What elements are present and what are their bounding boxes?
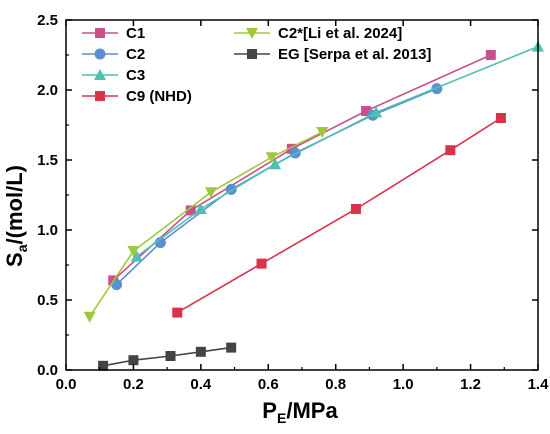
y-tick-label: 2.5 <box>37 12 58 29</box>
data-point <box>98 360 109 371</box>
y-tick-label: 0.0 <box>37 362 58 379</box>
legend-label: C3 <box>126 67 145 84</box>
data-point <box>495 113 506 123</box>
legend-entry: C9 (NHD) <box>82 88 192 105</box>
legend-marker <box>94 48 106 60</box>
legend-label: C2 <box>126 46 145 63</box>
data-point <box>154 237 166 249</box>
data-point <box>83 311 96 323</box>
series-5 <box>98 342 237 371</box>
data-point <box>195 346 206 357</box>
series-line <box>88 131 323 318</box>
x-tick-label: 1.0 <box>393 376 414 393</box>
data-point <box>172 307 183 318</box>
data-point <box>185 205 196 216</box>
series-3 <box>172 113 506 318</box>
data-point <box>361 106 372 116</box>
legend-marker <box>247 49 257 59</box>
data-point <box>445 145 456 156</box>
x-tick-label: 0.6 <box>258 376 279 393</box>
legend-marker <box>246 28 258 39</box>
legend-marker <box>95 91 105 101</box>
plot-area <box>83 40 544 371</box>
x-axis-title-sub: E <box>277 410 286 426</box>
x-tick-label: 1.4 <box>528 376 550 393</box>
x-tick-label: 0.4 <box>190 376 212 393</box>
y-tick-label: 1.5 <box>37 152 58 169</box>
y-axis-title-rest: /(mol/L) <box>2 165 27 244</box>
legend-label: C9 (NHD) <box>126 88 192 105</box>
legend-entry: C2*[Li et al. 2024] <box>234 25 402 42</box>
data-point <box>485 50 496 60</box>
y-axis-title: Sa/(mol/L) <box>2 165 30 267</box>
y-tick-label: 0.5 <box>37 292 58 309</box>
legend-label: C2*[Li et al. 2024] <box>278 25 402 42</box>
x-axis-title: PE/MPa <box>262 398 338 426</box>
data-point <box>165 351 176 361</box>
legend-marker <box>95 28 105 38</box>
x-axis-title-rest: /MPa <box>286 398 338 423</box>
legend-label: C1 <box>126 25 145 42</box>
series-line <box>136 45 539 258</box>
data-point <box>127 246 140 257</box>
series-2 <box>130 40 544 262</box>
data-point <box>316 127 329 138</box>
legend-entry: C2 <box>82 46 145 63</box>
data-point <box>256 258 267 269</box>
y-tick-label: 2.0 <box>37 82 58 99</box>
data-point <box>370 106 383 118</box>
data-point <box>350 204 361 214</box>
y-axis-title-main: S <box>2 252 27 267</box>
data-point <box>226 342 237 353</box>
legend-entry: EG [Serpa et al. 2013] <box>234 46 431 63</box>
x-tick-label: 1.2 <box>460 376 481 393</box>
x-axis-title-main: P <box>262 398 277 423</box>
legend-label: EG [Serpa et al. 2013] <box>278 46 431 63</box>
data-point <box>265 152 278 164</box>
legend-marker <box>94 69 106 80</box>
x-tick-label: 0.8 <box>325 376 346 393</box>
data-point <box>130 250 143 262</box>
axes: 0.0 0.2 0.4 0.6 0.8 1.0 1.2 1.4 0.0 0.5 1.0 1.5 2.0 2… <box>37 12 549 393</box>
data-point <box>128 355 139 366</box>
legend: C1 C2 C3 C9 (NHD) C2*[Li et al. 2024] EG [Ser… <box>82 25 431 105</box>
y-axis-title-sub: a <box>14 244 30 252</box>
x-tick-label: 0.2 <box>123 376 144 393</box>
x-tick-label: 0.0 <box>56 376 77 393</box>
legend-entry: C1 <box>82 25 145 42</box>
series-4 <box>83 127 329 323</box>
data-point <box>204 187 217 199</box>
y-tick-label: 1.0 <box>37 222 58 239</box>
data-point <box>269 158 282 170</box>
legend-entry: C3 <box>82 67 145 84</box>
data-point <box>194 203 207 214</box>
